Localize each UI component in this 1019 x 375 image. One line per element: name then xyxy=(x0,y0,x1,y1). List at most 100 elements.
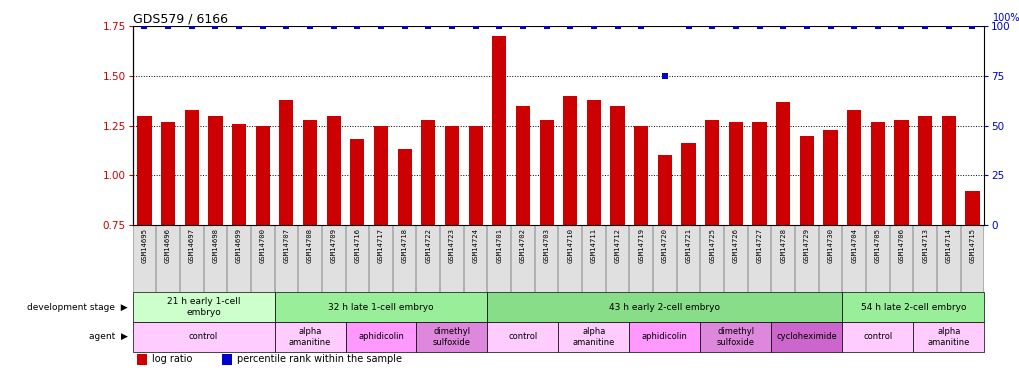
Text: 32 h late 1-cell embryo: 32 h late 1-cell embryo xyxy=(328,303,433,312)
Text: GSM14723: GSM14723 xyxy=(448,228,454,263)
Point xyxy=(515,23,531,29)
Text: GSM14722: GSM14722 xyxy=(425,228,431,263)
Bar xyxy=(397,149,412,225)
Text: 43 h early 2-cell embryo: 43 h early 2-cell embryo xyxy=(608,303,719,312)
Text: GSM14698: GSM14698 xyxy=(212,228,218,263)
Bar xyxy=(894,120,908,225)
Bar xyxy=(728,122,742,225)
Text: GSM14706: GSM14706 xyxy=(898,228,904,263)
Text: GSM14718: GSM14718 xyxy=(401,228,408,263)
Text: GSM14700: GSM14700 xyxy=(260,228,266,263)
Point xyxy=(845,23,861,29)
Text: control: control xyxy=(189,333,218,342)
Point xyxy=(420,23,436,29)
Bar xyxy=(256,126,270,225)
Point xyxy=(727,23,743,29)
Point xyxy=(940,23,956,29)
Text: GSM14702: GSM14702 xyxy=(520,228,526,263)
Text: percentile rank within the sample: percentile rank within the sample xyxy=(237,354,401,364)
Text: GSM14710: GSM14710 xyxy=(567,228,573,263)
Point xyxy=(207,23,223,29)
Text: GSM14707: GSM14707 xyxy=(283,228,289,263)
Bar xyxy=(842,322,912,352)
Bar xyxy=(870,122,884,225)
Point xyxy=(869,23,886,29)
Bar xyxy=(350,140,364,225)
Bar xyxy=(132,292,274,322)
Text: control: control xyxy=(507,333,537,342)
Bar xyxy=(487,292,842,322)
Text: agent  ▶: agent ▶ xyxy=(89,333,127,342)
Text: 100%: 100% xyxy=(991,13,1019,24)
Point xyxy=(396,23,413,29)
Point xyxy=(373,23,389,29)
Bar xyxy=(610,106,624,225)
Text: GSM14729: GSM14729 xyxy=(803,228,809,263)
Bar xyxy=(799,135,813,225)
Point xyxy=(538,23,554,29)
Text: GSM14713: GSM14713 xyxy=(921,228,927,263)
Text: cycloheximide: cycloheximide xyxy=(775,333,837,342)
Text: 21 h early 1-cell
embryо: 21 h early 1-cell embryо xyxy=(167,297,240,317)
Text: GSM14730: GSM14730 xyxy=(826,228,833,263)
Point xyxy=(703,23,719,29)
Bar xyxy=(657,155,672,225)
Point xyxy=(467,23,483,29)
Text: GSM14704: GSM14704 xyxy=(850,228,856,263)
Bar xyxy=(138,116,152,225)
Text: 54 h late 2-cell embryo: 54 h late 2-cell embryo xyxy=(860,303,965,312)
Text: GDS579 / 6166: GDS579 / 6166 xyxy=(132,12,227,25)
Text: aphidicolin: aphidicolin xyxy=(641,333,687,342)
Text: GSM14709: GSM14709 xyxy=(330,228,336,263)
Bar xyxy=(416,322,487,352)
Point xyxy=(183,23,200,29)
Text: GSM14699: GSM14699 xyxy=(235,228,242,263)
Point xyxy=(633,23,649,29)
Text: GSM14703: GSM14703 xyxy=(543,228,549,263)
Text: development stage  ▶: development stage ▶ xyxy=(26,303,127,312)
Bar xyxy=(822,129,837,225)
Text: GSM14716: GSM14716 xyxy=(354,228,360,263)
Text: GSM14697: GSM14697 xyxy=(189,228,195,263)
Text: GSM14711: GSM14711 xyxy=(590,228,596,263)
Bar xyxy=(941,116,955,225)
Bar xyxy=(274,322,345,352)
Text: GSM14708: GSM14708 xyxy=(307,228,313,263)
Point xyxy=(255,23,271,29)
Text: log ratio: log ratio xyxy=(152,354,193,364)
Bar xyxy=(487,322,558,352)
Point xyxy=(302,23,318,29)
Bar xyxy=(421,120,435,225)
Text: GSM14712: GSM14712 xyxy=(614,228,620,263)
Text: GSM14701: GSM14701 xyxy=(496,228,501,263)
Point xyxy=(230,23,247,29)
Point xyxy=(798,23,814,29)
Text: alpha
amanitine: alpha amanitine xyxy=(288,327,331,347)
Point xyxy=(443,23,460,29)
Text: alpha
amanitine: alpha amanitine xyxy=(926,327,969,347)
Point xyxy=(821,23,838,29)
Bar xyxy=(345,322,416,352)
Bar xyxy=(539,120,553,225)
Point xyxy=(585,23,601,29)
Point xyxy=(561,23,578,29)
Bar xyxy=(222,354,232,365)
Bar xyxy=(444,126,459,225)
Bar xyxy=(516,106,530,225)
Bar xyxy=(468,126,482,225)
Text: dimethyl
sulfoxide: dimethyl sulfoxide xyxy=(716,327,754,347)
Point xyxy=(491,23,507,29)
Bar xyxy=(184,110,199,225)
Text: GSM14724: GSM14724 xyxy=(472,228,478,263)
Bar xyxy=(842,292,983,322)
Text: GSM14721: GSM14721 xyxy=(685,228,691,263)
Bar xyxy=(326,116,340,225)
Bar xyxy=(137,354,147,365)
Bar xyxy=(586,100,600,225)
Text: GSM14717: GSM14717 xyxy=(378,228,383,263)
Text: GSM14714: GSM14714 xyxy=(945,228,951,263)
Bar xyxy=(279,100,293,225)
Bar xyxy=(700,322,770,352)
Bar xyxy=(770,322,842,352)
Text: GSM14726: GSM14726 xyxy=(733,228,738,263)
